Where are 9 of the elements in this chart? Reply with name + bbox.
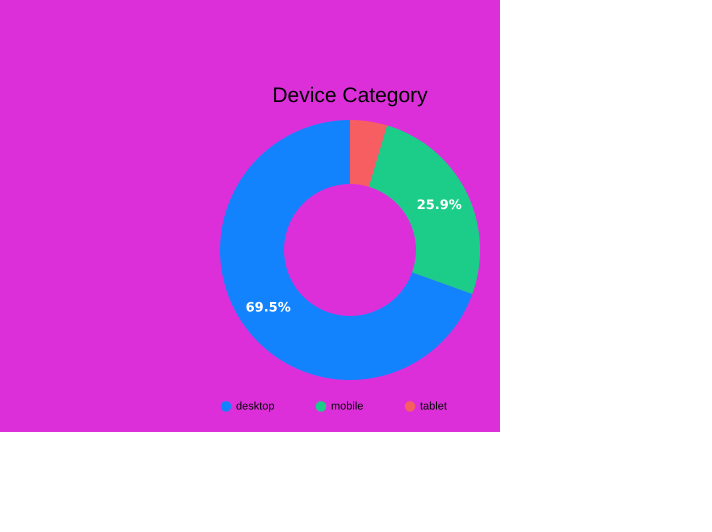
legend-label: desktop (236, 400, 275, 412)
legend-label: mobile (331, 400, 364, 412)
donut-slice (368, 125, 480, 294)
chart-title: Device Category (272, 84, 428, 107)
data-label: 69.5% (246, 300, 291, 316)
donut-slice (350, 120, 388, 187)
donut-slice (220, 120, 472, 380)
data-label: 25.9% (416, 198, 462, 213)
legend-label: tablet (420, 400, 447, 412)
